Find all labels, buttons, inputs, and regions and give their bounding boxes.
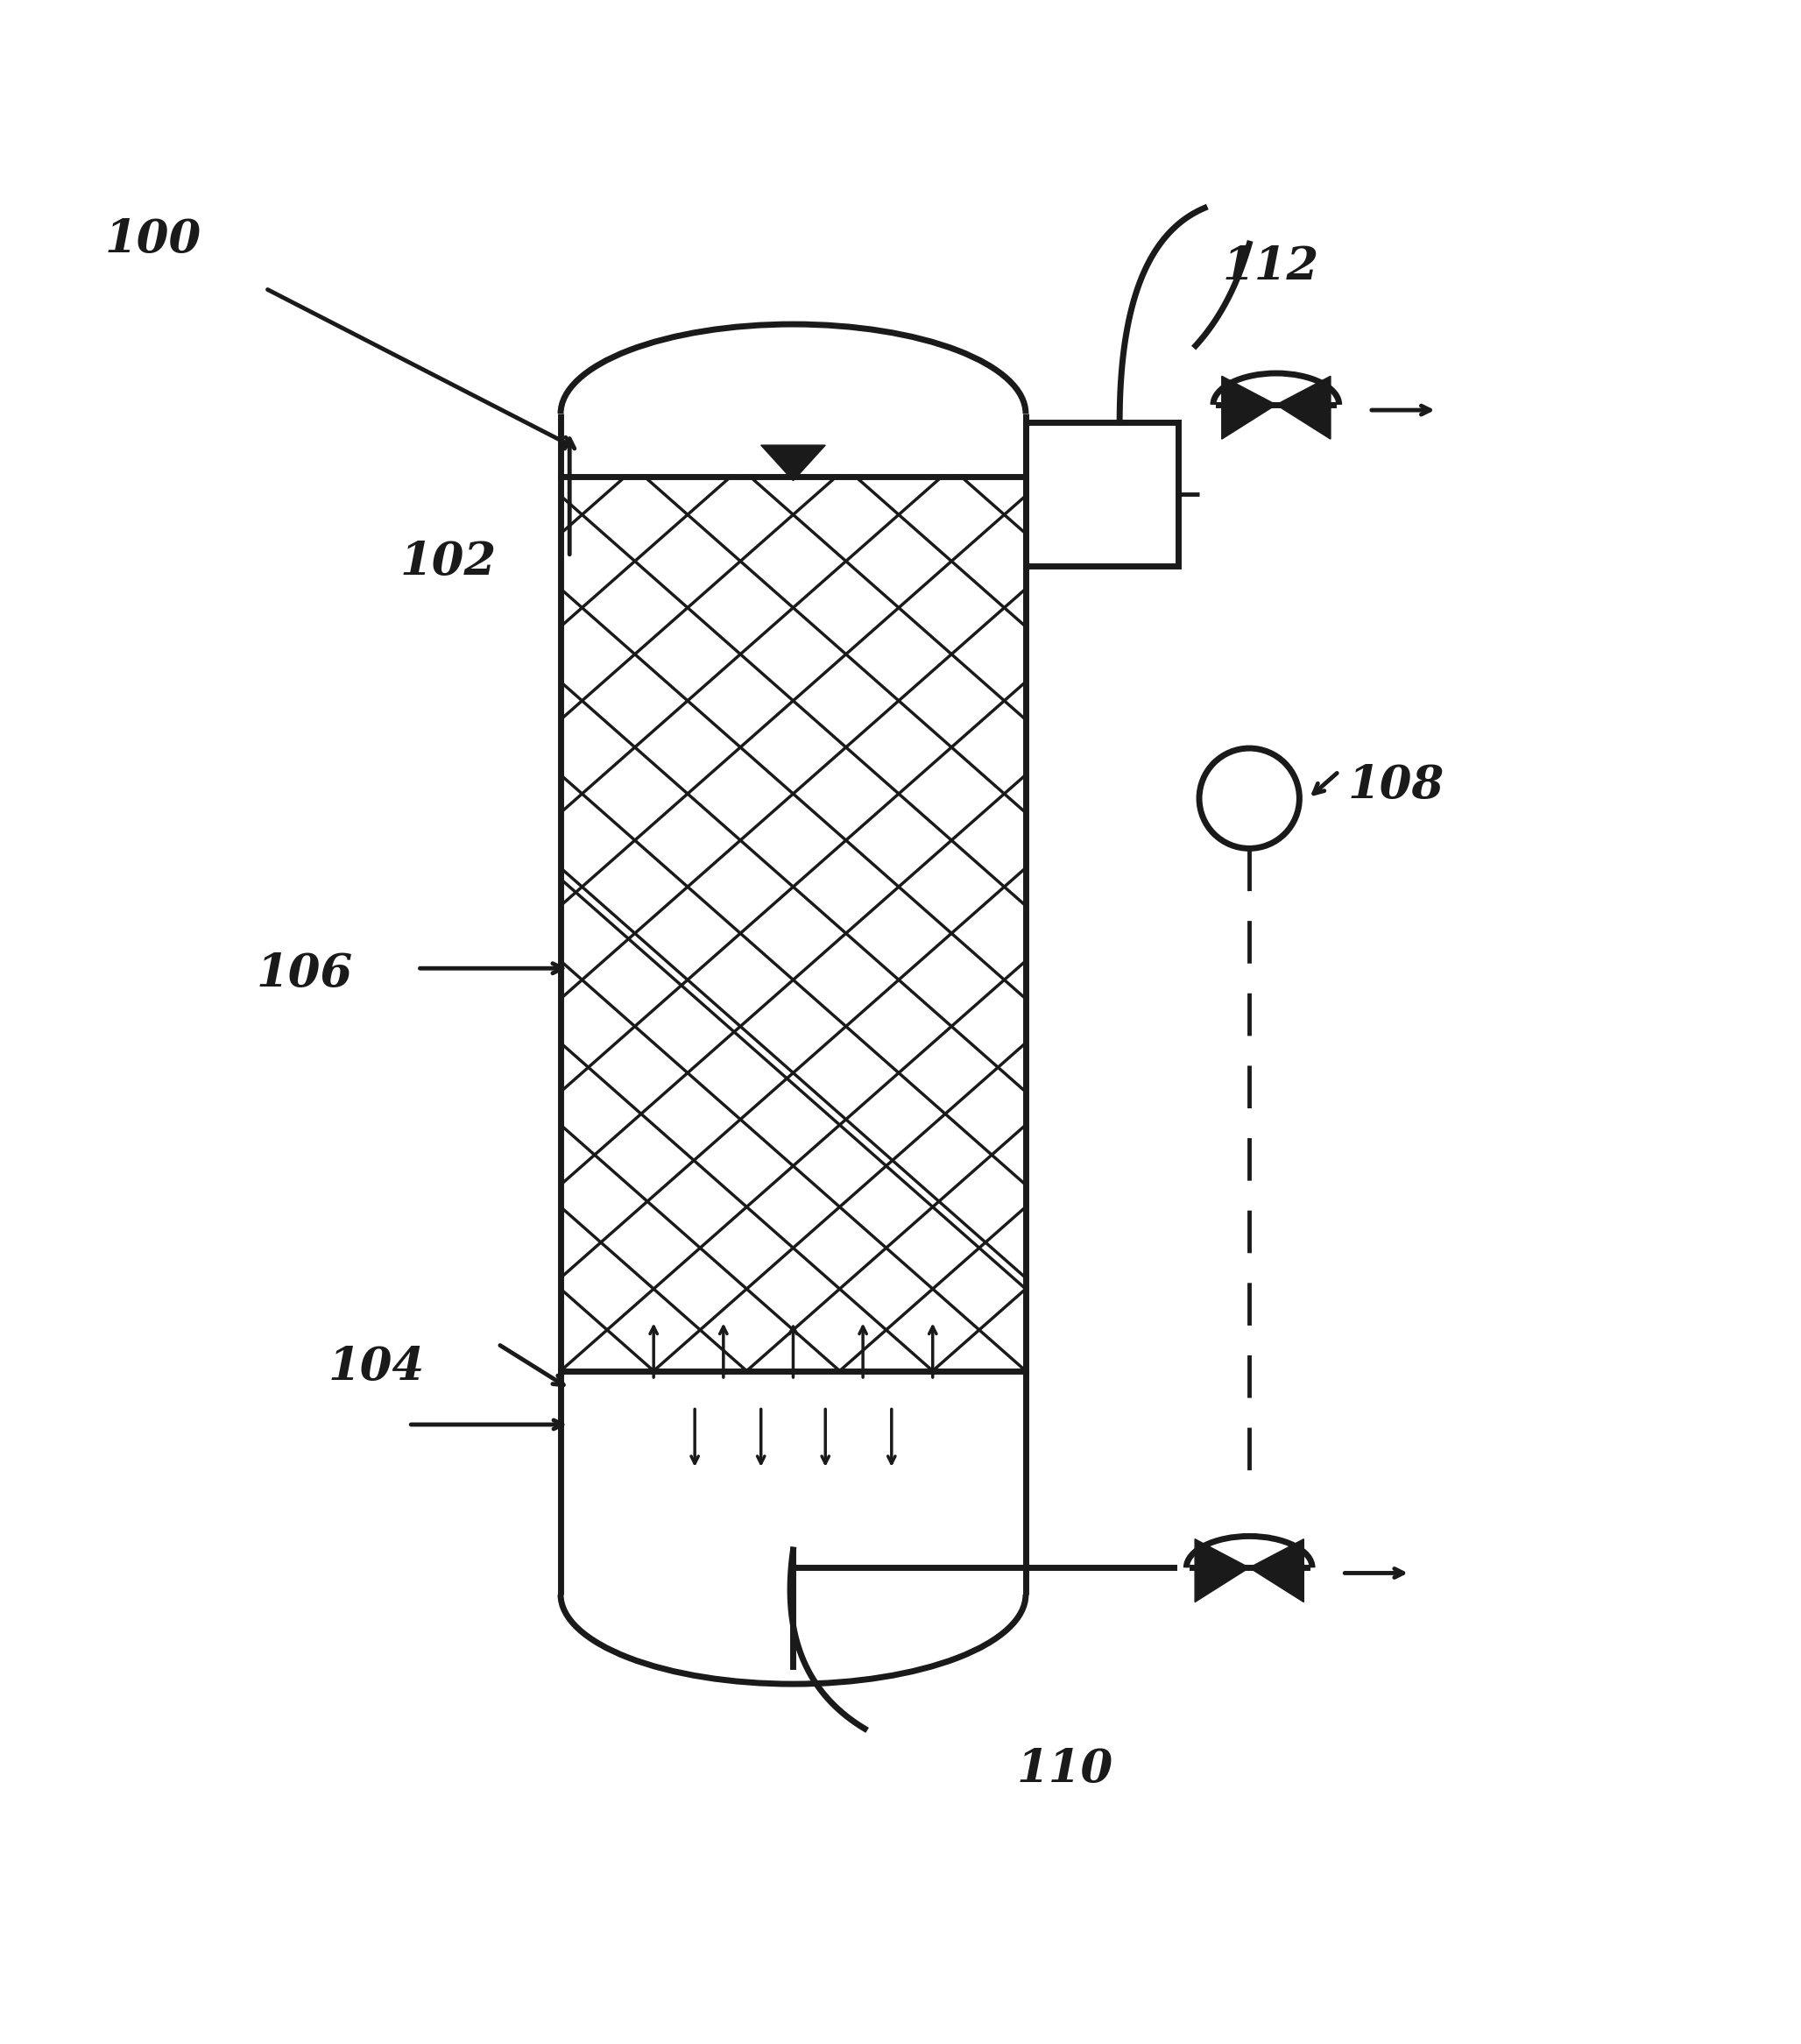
Text: 108: 108 [1347,762,1444,807]
Polygon shape [1194,1539,1250,1602]
Polygon shape [1221,376,1277,439]
Polygon shape [762,446,825,480]
Text: 104: 104 [328,1345,425,1390]
Text: 110: 110 [1018,1748,1113,1793]
Text: 102: 102 [400,540,497,585]
Polygon shape [1277,376,1331,439]
Text: 112: 112 [1223,245,1318,288]
Polygon shape [1250,1539,1304,1602]
Text: 100: 100 [104,217,202,262]
Bar [1027,423,1178,566]
Text: 106: 106 [256,950,353,995]
